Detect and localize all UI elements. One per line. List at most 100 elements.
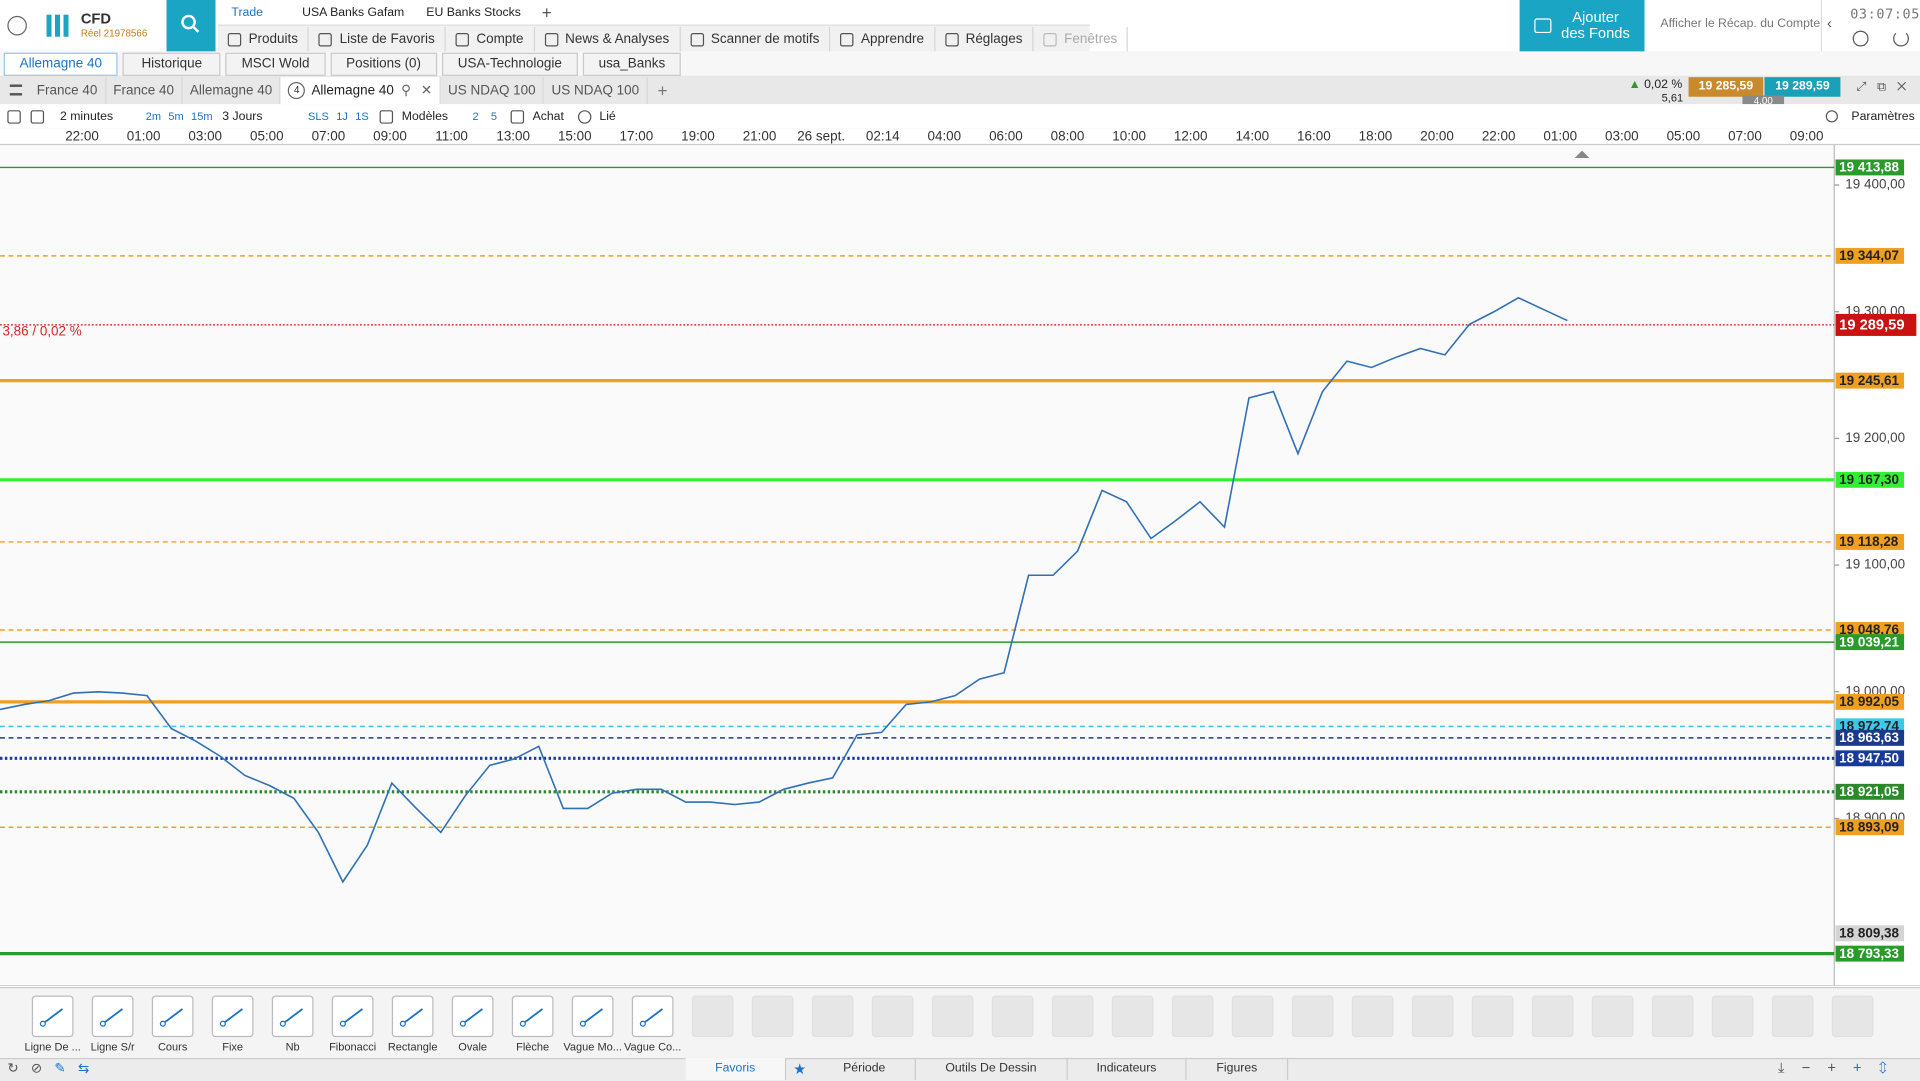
bottom-tab[interactable]: Indicateurs xyxy=(1067,1057,1188,1080)
link[interactable]: Lié xyxy=(599,109,616,124)
chart-tab[interactable]: US NDAQ 100 xyxy=(544,77,648,105)
top-tab[interactable]: USA Banks Gafam xyxy=(302,5,405,19)
power-icon[interactable] xyxy=(1893,30,1909,47)
drawing-tool[interactable] xyxy=(151,995,194,1038)
menu-item[interactable]: Liste de Favoris xyxy=(309,26,446,53)
level-box xyxy=(1835,159,1905,176)
menu-item[interactable]: Produits xyxy=(218,26,310,53)
menu-item[interactable]: Réglages xyxy=(935,26,1034,53)
settings-button[interactable]: Paramètres xyxy=(1825,104,1920,128)
bottom-icons[interactable]: ↻⊘✎⇆ xyxy=(7,1061,102,1077)
window-controls[interactable]: ⤢⧉✕ xyxy=(1856,80,1918,95)
tool-glyph-point xyxy=(39,1020,46,1027)
template-count[interactable]: 2 xyxy=(472,110,479,123)
layout-icon[interactable] xyxy=(30,109,45,124)
chart-tab[interactable]: US NDAQ 100 xyxy=(441,77,545,105)
panel-tab[interactable]: usa_Banks xyxy=(582,52,682,76)
level-box xyxy=(1835,372,1905,389)
quick-range[interactable]: 1S xyxy=(355,110,369,123)
drawing-tool[interactable] xyxy=(91,995,134,1038)
panel-tab[interactable]: Positions (0) xyxy=(330,52,437,76)
panel-tab[interactable]: MSCI Wold xyxy=(225,52,326,76)
drawing-tool[interactable] xyxy=(571,995,614,1038)
tab-search[interactable]: ⚲ xyxy=(401,83,412,98)
tool-glyph-point xyxy=(279,1020,286,1027)
logo xyxy=(46,14,69,37)
quick-interval[interactable]: 2m xyxy=(145,110,162,123)
top-tab[interactable]: EU Banks Stocks xyxy=(426,5,521,19)
user-icon[interactable] xyxy=(7,15,27,36)
list-icon[interactable] xyxy=(7,109,21,124)
tool-glyph xyxy=(102,1008,124,1025)
templates[interactable]: Modèles xyxy=(401,109,449,124)
quick-range[interactable]: 1J xyxy=(336,110,348,123)
level-label: 19 167,30 xyxy=(1839,472,1899,487)
top-tab[interactable]: Trade xyxy=(231,5,263,19)
side[interactable]: Achat xyxy=(532,109,564,124)
tool-glyph-point xyxy=(99,1020,106,1027)
drawing-tool[interactable] xyxy=(391,995,434,1038)
level-label: 18 947,50 xyxy=(1839,750,1899,765)
collapse-icon[interactable]: ‹ xyxy=(1826,14,1832,32)
chart-tab[interactable]: Allemagne 40 xyxy=(183,77,281,105)
tab-close[interactable]: ✕ xyxy=(420,83,433,98)
quick-interval[interactable]: 15m xyxy=(191,110,213,123)
bottom-tab[interactable]: Figures xyxy=(1187,1057,1288,1080)
drawing-tool[interactable] xyxy=(631,995,674,1038)
chart-tab[interactable]: 4 Allemagne 40 ⚲ ✕ xyxy=(280,77,441,105)
panel-tab[interactable]: USA-Technologie xyxy=(441,52,578,76)
tool-label: Fibonacci xyxy=(329,1040,377,1054)
level-label: 18 893,09 xyxy=(1839,819,1899,834)
tool-icon xyxy=(219,1008,244,1027)
tool-icon xyxy=(339,1008,363,1027)
empty-tool-slot xyxy=(811,995,854,1038)
drawing-tool[interactable] xyxy=(511,995,554,1038)
x-tick-label: 26 sept. xyxy=(797,129,845,144)
drawing-tool[interactable] xyxy=(31,995,74,1038)
current-price-label: 19 289,59 xyxy=(1839,317,1904,333)
top-tabs: Trade USA Banks Gafam EU Banks Stocks + xyxy=(220,0,561,24)
price-chart: 22:00 01:00 03:00 05:00 07:00 09:00 11:00 13:00… xyxy=(0,128,1920,986)
bottom-tab[interactable]: Outils De Dessin xyxy=(916,1057,1068,1080)
menu-item[interactable]: Compte xyxy=(446,26,535,53)
recap-link[interactable]: Afficher le Récap. du Compte xyxy=(1660,17,1821,31)
range[interactable]: 3 Jours xyxy=(222,109,263,124)
favorite-star[interactable]: ★ xyxy=(793,1060,807,1078)
menu-item[interactable]: Apprendre xyxy=(830,26,935,53)
panel-tab[interactable]: Historique xyxy=(122,52,221,76)
menu-item[interactable]: Fenêtres xyxy=(1034,26,1129,53)
x-tick-label: 04:00 xyxy=(927,129,961,144)
add-tab[interactable]: + xyxy=(541,2,552,23)
bottom-tab[interactable]: Période xyxy=(814,1057,916,1080)
chart-tab[interactable]: France 40 xyxy=(29,77,106,105)
drawing-tool[interactable] xyxy=(211,995,254,1038)
quote-change: ▲ 0,02 % xyxy=(1628,78,1683,92)
tab-label: Allemagne 40 xyxy=(311,83,394,98)
interval[interactable]: 2 minutes xyxy=(60,109,114,124)
bottom-tab[interactable]: Favoris xyxy=(685,1057,786,1080)
quick-interval[interactable]: 5m xyxy=(168,110,184,123)
menu-item[interactable]: Scanner de motifs xyxy=(680,26,831,53)
chart-tab[interactable]: France 40 xyxy=(106,77,183,105)
sell-price[interactable]: 19 285,59 xyxy=(1688,77,1764,97)
gear-icon xyxy=(1825,110,1838,123)
zoom-controls[interactable]: ⤓−++⇕ xyxy=(1777,1059,1905,1077)
menu-icon xyxy=(318,32,333,46)
template-count[interactable]: 5 xyxy=(490,110,498,123)
empty-tool-slot xyxy=(1351,995,1394,1038)
drawing-tool[interactable] xyxy=(451,995,494,1038)
menu-icon[interactable] xyxy=(9,84,23,96)
add-chart-tab[interactable]: + xyxy=(657,80,668,101)
drawing-tool[interactable] xyxy=(331,995,374,1038)
sls[interactable]: SLS xyxy=(308,110,329,123)
menu-item[interactable]: News & Analyses xyxy=(535,26,681,53)
x-tick-label: 02:14 xyxy=(866,129,900,144)
buy-price[interactable]: 19 289,59 xyxy=(1764,77,1841,97)
panel-tab[interactable]: Allemagne 40 xyxy=(3,52,118,76)
info-icon[interactable] xyxy=(1852,30,1869,47)
drawing-tool[interactable] xyxy=(271,995,314,1038)
search-button[interactable] xyxy=(166,0,216,52)
empty-tool-slot xyxy=(1111,995,1154,1038)
fund-button[interactable]: Ajouter des Fonds xyxy=(1519,0,1645,52)
